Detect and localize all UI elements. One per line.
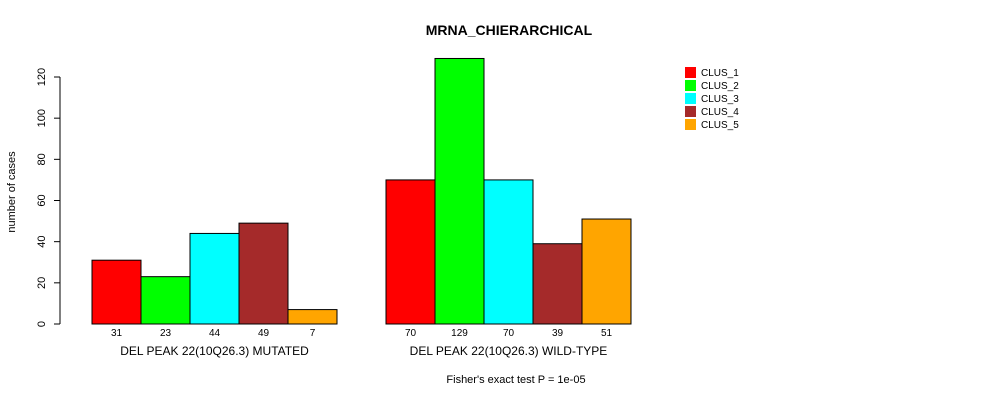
bar-value-label: 44 — [209, 328, 221, 339]
bar-clus-4 — [238, 222, 289, 325]
legend-label: CLUS_2 — [701, 81, 739, 92]
footnote: Fisher's exact test P = 1e-05 — [446, 374, 585, 386]
y-tick-label: 80 — [36, 153, 48, 165]
bar-value-label: 70 — [503, 328, 515, 339]
legend-item: CLUS_2 — [685, 80, 739, 92]
y-tick-label: 20 — [36, 277, 48, 289]
bar-clus-1 — [385, 179, 436, 325]
legend-label: CLUS_5 — [701, 120, 739, 131]
bar-clus-2 — [140, 276, 191, 325]
bar-value-label: 129 — [451, 328, 468, 339]
y-tick-label: 0 — [36, 321, 48, 327]
legend-label: CLUS_1 — [701, 68, 739, 79]
bar-value-label: 51 — [601, 328, 613, 339]
legend-label: CLUS_4 — [701, 107, 739, 118]
bar-group: 70 129 70 39 51 DEL PEAK 22(10Q26.3) WILD-TYP… — [385, 57, 632, 358]
bar-clus-5 — [581, 218, 632, 325]
bar-value-label: 39 — [552, 328, 564, 339]
y-tick-label: 100 — [36, 109, 48, 127]
legend-swatch — [685, 106, 696, 117]
legend-item: CLUS_4 — [685, 106, 739, 118]
bar-clus-4 — [532, 243, 583, 325]
bar-clus-1 — [91, 259, 142, 325]
legend-swatch — [685, 119, 696, 130]
bar-value-label: 23 — [160, 328, 172, 339]
bar-clus-3 — [483, 179, 534, 325]
bar-value-label: 49 — [258, 328, 270, 339]
bar-clus-5 — [287, 309, 338, 325]
bar-clus-2 — [434, 57, 485, 325]
bar-value-label: 7 — [310, 328, 316, 339]
group-label: DEL PEAK 22(10Q26.3) MUTATED — [120, 344, 309, 358]
bar-value-label: 70 — [405, 328, 417, 339]
y-axis-label: number of cases — [6, 151, 18, 233]
group-label: DEL PEAK 22(10Q26.3) WILD-TYPE — [410, 344, 608, 358]
legend-label: CLUS_3 — [701, 94, 739, 105]
y-tick-label: 40 — [36, 236, 48, 248]
legend-item: CLUS_5 — [685, 119, 739, 131]
legend-swatch — [685, 93, 696, 104]
y-axis: 0 20 40 60 80 100 120 — [36, 68, 61, 327]
y-tick-label: 120 — [36, 68, 48, 86]
y-tick-label: 60 — [36, 194, 48, 206]
legend-item: CLUS_3 — [685, 93, 739, 105]
chart-title: MRNA_CHIERARCHICAL — [426, 22, 593, 38]
bar-clus-3 — [189, 232, 240, 325]
legend-swatch — [685, 67, 696, 78]
legend-item: CLUS_1 — [685, 67, 739, 79]
legend: CLUS_1 CLUS_2 CLUS_3 CLUS_4 CLUS_5 — [685, 67, 739, 131]
bar-value-label: 31 — [111, 328, 123, 339]
legend-swatch — [685, 80, 696, 91]
